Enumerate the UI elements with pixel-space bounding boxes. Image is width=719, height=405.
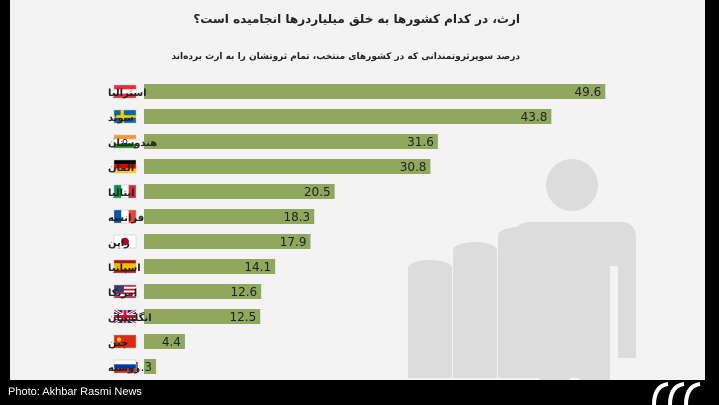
value-label: 12.6 bbox=[230, 285, 257, 299]
india-flag bbox=[113, 134, 137, 149]
austria-flag bbox=[113, 84, 137, 99]
bar bbox=[144, 209, 315, 224]
value-label: 43.8 bbox=[521, 110, 548, 124]
chart-title: ارث، در کدام کشورها به خلق میلیاردرها ان… bbox=[193, 12, 520, 26]
bar bbox=[144, 284, 262, 299]
france-flag bbox=[113, 209, 137, 224]
category-label: ژاپن bbox=[108, 238, 130, 249]
russia-flag bbox=[113, 359, 137, 374]
germany-flag bbox=[113, 159, 137, 174]
japan-flag bbox=[113, 234, 137, 249]
value-label: 18.3 bbox=[283, 210, 310, 224]
bar bbox=[144, 159, 431, 174]
usa-flag bbox=[113, 284, 137, 299]
sweden-flag bbox=[113, 109, 137, 124]
category-label: روسیه bbox=[108, 363, 140, 374]
bar bbox=[144, 184, 335, 199]
chart-subtitle: درصد سوپرثروتمندانی که در کشورهای منتخب،… bbox=[171, 52, 520, 62]
bar bbox=[144, 234, 311, 249]
bar bbox=[144, 134, 438, 149]
value-label: 12.5 bbox=[230, 310, 257, 324]
category-label: سوئد bbox=[108, 113, 134, 124]
money-person-illustration bbox=[408, 159, 636, 380]
photo-credit: Photo: Akhbar Rasmi News bbox=[8, 386, 142, 398]
value-label: 20.5 bbox=[304, 185, 331, 199]
category-label: ایتالیا bbox=[108, 188, 135, 199]
category-label: چین bbox=[108, 338, 128, 349]
bar-chart: 49.6 استرالیا 43.8 سوئد 31.6 هندوستان 30.8 آلما… bbox=[108, 84, 636, 380]
value-label: 49.6 bbox=[575, 85, 602, 99]
infographic-card: 49.6 استرالیا 43.8 سوئد 31.6 هندوستان 30.8 آلما… bbox=[10, 0, 705, 380]
category-label: امریکا bbox=[108, 288, 137, 299]
value-label: 4.4 bbox=[162, 335, 181, 349]
bars-group: 49.6 استرالیا 43.8 سوئد 31.6 هندوستان 30.8 آلما… bbox=[108, 84, 606, 374]
value-label: 1.3 bbox=[133, 360, 152, 374]
bar bbox=[144, 309, 261, 324]
spain-flag bbox=[113, 259, 137, 274]
bar bbox=[144, 84, 606, 99]
category-label: استرالیا bbox=[108, 88, 147, 99]
category-label: هندوستان bbox=[108, 138, 157, 149]
value-label: 31.6 bbox=[407, 135, 434, 149]
value-label: 14.1 bbox=[244, 260, 271, 274]
uk-flag bbox=[113, 308, 137, 325]
italy-flag bbox=[113, 184, 137, 199]
category-label: فرانسه bbox=[108, 213, 144, 224]
bar bbox=[144, 259, 276, 274]
bar bbox=[144, 334, 185, 349]
bar bbox=[144, 359, 157, 374]
value-label: 17.9 bbox=[280, 235, 307, 249]
brand-logo bbox=[652, 382, 701, 405]
bar bbox=[144, 109, 552, 124]
china-flag bbox=[113, 334, 137, 349]
category-label: انگلستان bbox=[108, 311, 152, 324]
category-label: آلمان bbox=[108, 161, 135, 174]
value-label: 30.8 bbox=[400, 160, 427, 174]
category-label: اسپانیا bbox=[108, 263, 141, 274]
